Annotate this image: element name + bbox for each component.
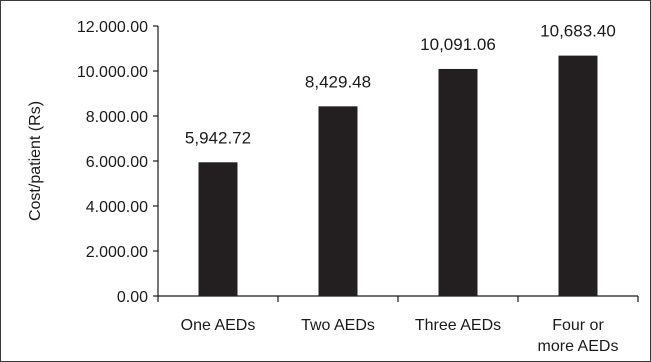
y-tick-label: 8.000.00 (86, 109, 148, 126)
y-ticks: 0.00 2.000.00 4.000.00 6.000.00 8.000.00 10.0… (77, 19, 158, 306)
bar (438, 68, 478, 297)
y-tick-label: 10.000.00 (77, 64, 148, 81)
data-label: 10,091.06 (420, 35, 496, 54)
data-label: 5,942.72 (185, 128, 251, 147)
category-labels: One AEDs Two AEDs Three AEDs Four or more AE… (181, 317, 619, 355)
data-label: 8,429.48 (305, 72, 371, 91)
bar (318, 106, 358, 296)
y-tick-label: 2.000.00 (86, 244, 148, 261)
y-tick-label: 0.00 (117, 289, 148, 306)
category-label: Three AEDs (415, 317, 501, 334)
data-labels: 5,942.72 8,429.48 10,091.06 10,683.40 (185, 22, 616, 148)
bars (198, 55, 598, 297)
category-label: Four or (552, 317, 604, 334)
y-tick-label: 12.000.00 (77, 19, 148, 36)
data-label: 10,683.40 (540, 22, 616, 41)
y-tick-label: 6.000.00 (86, 154, 148, 171)
bar (198, 162, 238, 296)
category-label: more AEDs (538, 338, 619, 355)
category-label: One AEDs (181, 317, 256, 334)
y-axis-label: Cost/patient (Rs) (27, 101, 44, 221)
category-label: Two AEDs (301, 317, 375, 334)
bar (558, 55, 598, 296)
y-tick-label: 4.000.00 (86, 199, 148, 216)
x-ticks (157, 296, 639, 302)
